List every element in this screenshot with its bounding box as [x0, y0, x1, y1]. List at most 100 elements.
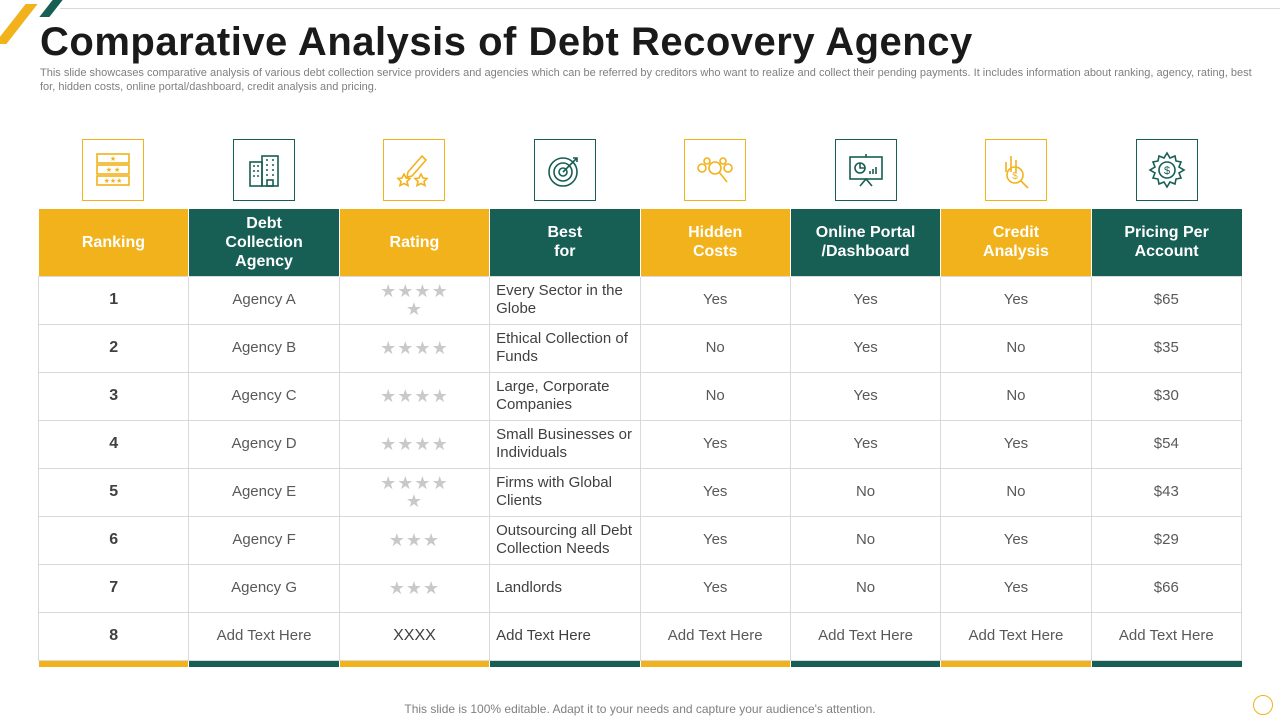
accent-bar-segment [188, 660, 340, 667]
table-bottom-accent-bar [38, 660, 1242, 667]
online-portal-cell: No [789, 467, 942, 517]
svg-text:$: $ [1164, 165, 1170, 177]
best-for-cell: Add Text Here [489, 611, 641, 661]
online-portal-cell: Yes [789, 323, 942, 373]
rank-cell: 3 [37, 371, 190, 421]
pricing-cell: $35 [1090, 323, 1243, 373]
decorative-slash-yellow [0, 4, 38, 44]
rank-cell: 6 [37, 515, 190, 565]
table-header-row: Ranking Debt Collection Agency Rating Be… [38, 209, 1242, 276]
rating-cell: ★★★★ ★ [338, 467, 491, 517]
hidden-costs-cell: Add Text Here [639, 611, 791, 661]
pricing-cell: $65 [1090, 275, 1243, 325]
pricing-cell: $30 [1090, 371, 1243, 421]
header-agency: Debt Collection Agency [188, 209, 340, 276]
rank-cell: 5 [37, 467, 190, 517]
rank-cell: 8 [37, 611, 190, 661]
rating-cell: ★★★★ [338, 419, 491, 469]
svg-text:★★★: ★★★ [104, 177, 123, 185]
accent-bar-segment [940, 660, 1092, 667]
rank-cell: 4 [37, 419, 190, 469]
table-row: 6 Agency F ★★★ Outsourcing all Debt Collect… [37, 515, 1243, 565]
header-credit-analysis-label: Credit Analysis [983, 224, 1049, 261]
agency-cell: Agency B [188, 323, 340, 373]
credit-analysis-cell: No [940, 323, 1092, 373]
svg-text:$: $ [1012, 171, 1018, 182]
best-for-cell: Outsourcing all Debt Collection Needs [489, 515, 641, 565]
header-best-for-label: Best for [547, 224, 583, 261]
ranking-stars-icon: ★ ★ ★ ★★★ [82, 139, 145, 201]
accent-bar-segment [789, 660, 941, 667]
accent-bar-segment [338, 660, 490, 667]
accent-bar-segment [489, 660, 640, 667]
target-icon [533, 139, 596, 201]
hidden-costs-icon [684, 139, 747, 201]
column-icon-row: ★ ★ ★ ★★★ [38, 139, 1242, 201]
header-online-portal-label: Online Portal /Dashboard [815, 224, 916, 261]
corner-circle-decoration [1253, 695, 1273, 715]
rank-cell: 2 [37, 323, 190, 373]
rank-cell: 7 [37, 563, 190, 613]
header-online-portal: Online Portal /Dashboard [789, 209, 941, 276]
hidden-costs-cell: Yes [639, 515, 791, 565]
credit-analysis-cell: No [940, 371, 1092, 421]
pricing-gear-dollar-icon: $ [1135, 139, 1198, 201]
accent-bar-segment [38, 660, 189, 667]
dashboard-screen-icon [834, 139, 897, 201]
credit-analysis-cell: Yes [940, 419, 1092, 469]
rank-cell: 1 [37, 275, 190, 325]
svg-text:★ ★: ★ ★ [106, 166, 121, 174]
best-for-cell: Large, Corporate Companies [489, 371, 641, 421]
credit-analysis-cell: No [940, 467, 1092, 517]
best-for-cell: Every Sector in the Globe [489, 275, 641, 325]
svg-text:★: ★ [110, 155, 116, 163]
rating-cell: ★★★ [338, 515, 491, 565]
agency-cell: Add Text Here [188, 611, 340, 661]
footer-note: This slide is 100% editable. Adapt it to… [404, 702, 876, 716]
credit-analysis-cell: Add Text Here [940, 611, 1092, 661]
page-title: Comparative Analysis of Debt Recovery Ag… [40, 20, 973, 64]
agency-cell: Agency F [188, 515, 340, 565]
rating-cell: ★★★★ [338, 371, 491, 421]
online-portal-cell: Add Text Here [789, 611, 942, 661]
table-row: 5 Agency E ★★★★ ★ Firms with Global Clients… [37, 467, 1243, 517]
hidden-costs-cell: No [639, 323, 791, 373]
top-divider-line [60, 8, 1280, 9]
agency-cell: Agency C [188, 371, 340, 421]
best-for-cell: Small Businesses or Individuals [489, 419, 641, 469]
table-row: 2 Agency B ★★★★ Ethical Collection of Funds… [37, 323, 1243, 373]
online-portal-cell: No [789, 563, 942, 613]
header-hidden-costs: Hidden Costs [639, 209, 791, 276]
comparison-table: Ranking Debt Collection Agency Rating Be… [37, 209, 1243, 667]
hidden-costs-cell: Yes [639, 275, 791, 325]
hidden-costs-cell: No [639, 371, 791, 421]
header-credit-analysis: Credit Analysis [940, 209, 1092, 276]
online-portal-cell: Yes [789, 275, 942, 325]
header-rating: Rating [338, 209, 490, 276]
rating-cell: ★★★★ [338, 323, 491, 373]
hidden-costs-cell: Yes [639, 467, 791, 517]
rating-cell: ★★★ [338, 563, 491, 613]
header-agency-label: Debt Collection Agency [225, 214, 303, 270]
best-for-cell: Landlords [489, 563, 641, 613]
office-building-icon [232, 139, 295, 201]
credit-analysis-cell: Yes [940, 563, 1092, 613]
table-row: 1 Agency A ★★★★ ★ Every Sector in the Globe… [37, 275, 1243, 325]
header-best-for: Best for [489, 209, 640, 276]
header-hidden-costs-label: Hidden Costs [688, 224, 743, 261]
table-row: 4 Agency D ★★★★ Small Businesses or Individ… [37, 419, 1243, 469]
best-for-cell: Firms with Global Clients [489, 467, 641, 517]
agency-cell: Agency D [188, 419, 340, 469]
page-subtitle: This slide showcases comparative analysi… [40, 67, 1252, 93]
pricing-cell: $54 [1090, 419, 1243, 469]
header-ranking: Ranking [38, 209, 189, 276]
pricing-cell: Add Text Here [1090, 611, 1243, 661]
best-for-cell: Ethical Collection of Funds [489, 323, 641, 373]
credit-analysis-cell: Yes [940, 515, 1092, 565]
hidden-costs-cell: Yes [639, 419, 791, 469]
agency-cell: Agency E [188, 467, 340, 517]
pricing-cell: $43 [1090, 467, 1243, 517]
agency-cell: Agency A [188, 275, 340, 325]
table-body: 1 Agency A ★★★★ ★ Every Sector in the Globe… [37, 275, 1243, 667]
credit-analysis-cell: Yes [940, 275, 1092, 325]
